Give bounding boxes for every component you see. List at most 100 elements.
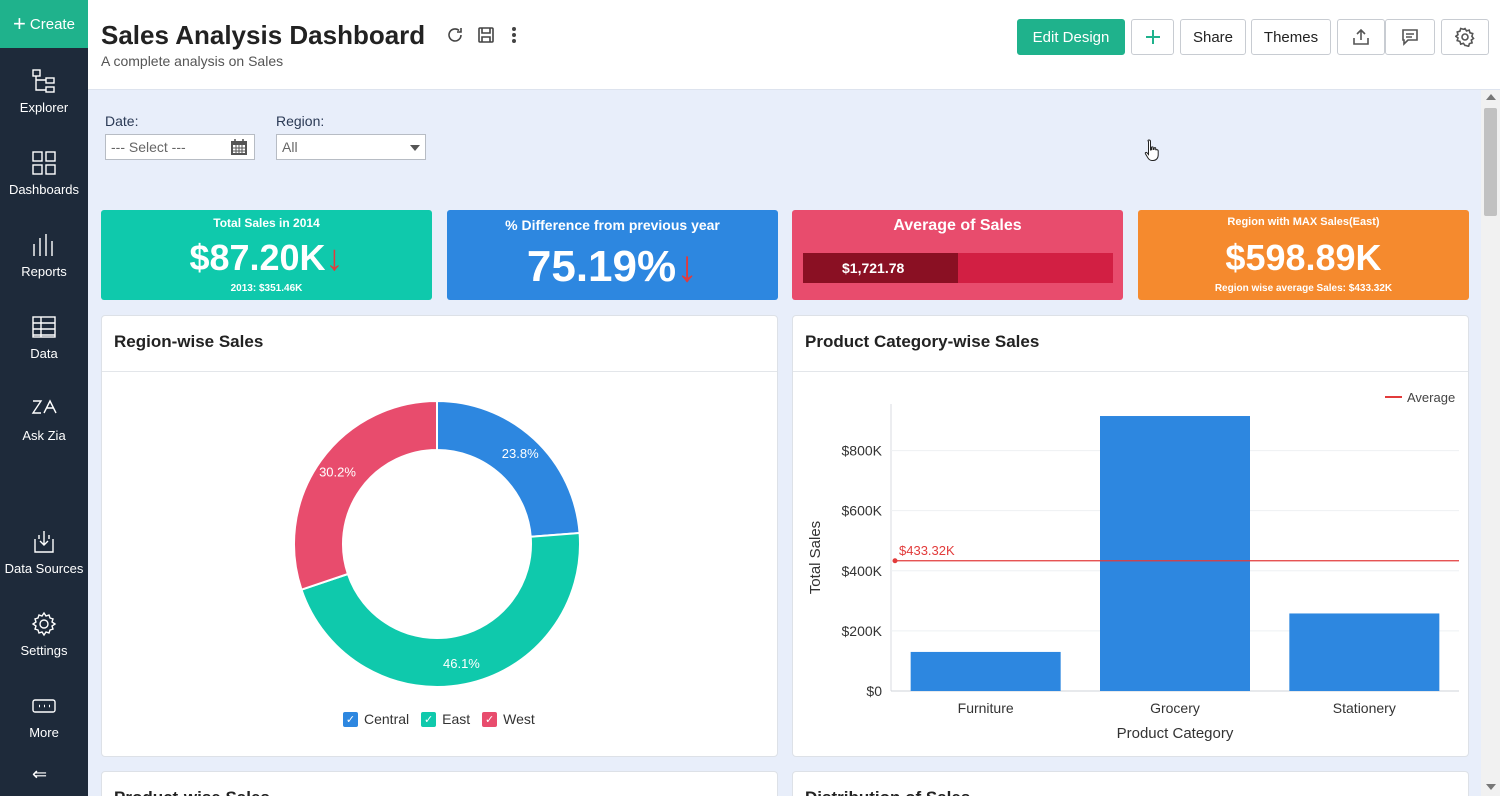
export-icon [1353,28,1369,45]
kpi-value: 75.19%↓ [526,242,699,291]
collapse-sidebar-icon[interactable]: ⇐ [32,764,48,784]
y-tick-label: $0 [866,683,882,699]
data-icon [32,315,56,338]
donut-label: 23.8% [502,446,539,461]
y-tick-label: $800K [842,443,883,459]
y-tick-label: $400K [842,563,883,579]
distribution-panel: Distribution of Sales [792,771,1469,796]
data-sources-icon [34,530,54,553]
product-sales-panel: Product-wise Sales [101,771,778,796]
divider [793,371,1468,372]
check-icon[interactable]: ✓ [421,711,437,727]
settings-button[interactable] [1441,19,1489,55]
average-bar-track: $1,721.78 [803,253,1113,283]
plus-icon: + [13,11,26,36]
check-icon[interactable]: ✓ [482,711,498,727]
sidebar-item-data-sources[interactable]: Data Sources [0,517,88,587]
sidebar-item-label: Data [30,345,58,361]
kpi-max-region[interactable]: Region with MAX Sales(East) $598.89K Reg… [1138,210,1469,300]
plus-icon [1145,30,1160,44]
settings-icon [31,611,57,636]
region-filter-select[interactable]: All [276,134,426,160]
region-filter-label: Region: [276,113,325,129]
donut-chart[interactable]: 23.8% 46.1% 30.2% [102,372,778,712]
donut-slice-central [436,399,581,538]
bar-furniture [910,651,1061,691]
y-axis-title: Total Sales [807,521,824,594]
x-tick-label: Furniture [958,700,1014,716]
date-placeholder: --- Select --- [111,139,186,155]
sidebar-item-label: Settings [20,642,68,658]
divider [102,371,777,372]
create-button[interactable]: + Create [0,0,88,48]
kpi-value: $87.20K↓ [189,237,344,278]
sidebar-item-dashboards[interactable]: Dashboards [0,138,88,208]
comments-button[interactable] [1385,19,1435,55]
vertical-scrollbar[interactable] [1481,90,1500,796]
gear-icon [1455,27,1475,47]
category-sales-panel: Product Category-wise Sales $0 $200K $400K… [792,315,1469,757]
kpi-total-sales[interactable]: Total Sales in 2014 $87.20K↓ 2013: $351.… [101,210,432,300]
kpi-average-sales[interactable]: Average of Sales $1,721.78 [792,210,1123,300]
panel-title: Product-wise Sales [114,788,270,796]
y-tick-label: $200K [842,623,883,639]
donut-slice-west [293,399,438,591]
sidebar-item-ask-zia[interactable]: Ask Zia [0,384,88,454]
page-subtitle: A complete analysis on Sales [101,53,284,69]
comment-icon [1402,29,1418,46]
panel-title: Region-wise Sales [114,332,264,351]
share-button[interactable]: Share [1180,19,1246,55]
edit-design-button[interactable]: Edit Design [1017,19,1125,55]
legend-west[interactable]: West [503,711,535,727]
y-tick-label: $600K [842,503,883,519]
kpi-sub: Region wise average Sales: $433.32K [1214,283,1393,294]
panel-title: Distribution of Sales [805,788,970,796]
sidebar-item-label: Ask Zia [22,427,66,443]
page-title: Sales Analysis Dashboard [101,20,426,50]
average-marker [892,558,898,564]
sidebar-item-explorer[interactable]: Explorer [0,56,88,126]
average-bar-value: $1,721.78 [842,260,905,276]
scroll-thumb[interactable] [1484,108,1497,216]
legend-central[interactable]: Central [364,711,410,727]
scroll-down-icon[interactable] [1486,784,1496,790]
kpi-title: % Difference from previous year [505,217,720,233]
more-options-icon[interactable] [503,24,525,46]
kpi-title: Total Sales in 2014 [213,216,320,230]
export-button[interactable] [1337,19,1385,55]
legend-east[interactable]: East [442,711,471,727]
down-arrow-icon: ↓ [676,242,699,291]
sidebar-item-data[interactable]: Data [0,302,88,372]
chevron-down-icon [410,145,420,151]
panel-title: Product Category-wise Sales [805,332,1040,351]
calendar-icon[interactable] [230,138,248,156]
sidebar-item-label: Dashboards [8,181,80,197]
reports-icon [33,233,53,256]
sidebar-item-settings[interactable]: Settings [0,599,88,669]
sidebar: + Create Explorer Dashboards Reports Dat… [0,0,88,796]
region-legend: ✓ Central ✓ East ✓ West [343,711,535,727]
region-sales-panel: Region-wise Sales 23.8% 46.1% 30.2% ✓ Cent… [101,315,778,757]
sidebar-item-label: Explorer [19,99,69,115]
x-tick-label: Grocery [1150,700,1200,716]
add-button[interactable] [1131,19,1174,55]
scroll-up-icon[interactable] [1486,94,1496,100]
sidebar-item-reports[interactable]: Reports [0,220,88,290]
hand-cursor-icon [1144,139,1159,161]
kpi-percent-difference[interactable]: % Difference from previous year 75.19%↓ [447,210,778,300]
date-filter-input[interactable]: --- Select --- [105,134,255,160]
kpi-value: $598.89K [1225,237,1382,278]
dashboard-header: Sales Analysis Dashboard A complete anal… [88,0,1500,90]
bar-stationery [1289,613,1440,691]
sidebar-item-more[interactable]: More [0,681,88,751]
kpi-sub: 2013: $351.46K [230,283,303,294]
explorer-icon [32,68,55,93]
check-icon[interactable]: ✓ [343,711,358,727]
refresh-icon[interactable] [444,24,466,46]
donut-label: 30.2% [319,465,356,480]
bar-chart[interactable]: $0 $200K $400K $600K $800K Furniture Grocery St… [793,316,1469,757]
create-label: Create [29,15,75,33]
save-icon[interactable] [475,24,497,46]
themes-button[interactable]: Themes [1251,19,1331,55]
donut-slice-east [300,531,581,688]
